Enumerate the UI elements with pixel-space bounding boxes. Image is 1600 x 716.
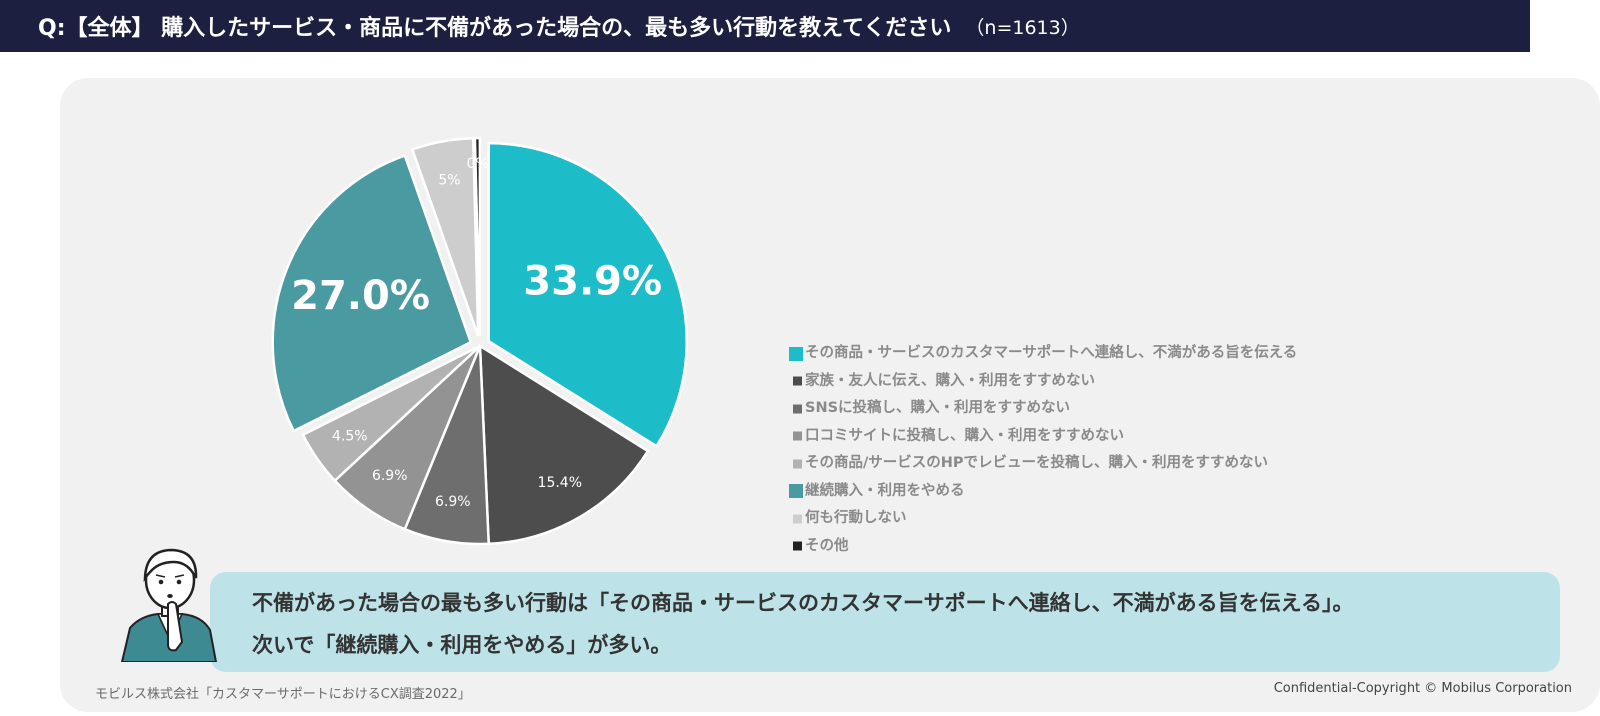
pie-slice-7 <box>410 136 480 337</box>
question-header: Q:【全体】 購入したサービス・商品に不備があった場合の、最も多い行動を教えてく… <box>0 0 1530 52</box>
source-note: モビルス株式会社「カスタマーサポートにおけるCX調査2022」 <box>95 687 471 702</box>
legend-swatch <box>789 346 803 361</box>
legend-item-7: 何も行動しない <box>793 505 1297 533</box>
pie-slice-label-1: 33.9% <box>523 259 662 305</box>
pie-slice-label-5: 4.5% <box>332 428 368 444</box>
legend-label: その商品/サービスのHPでレビューを投稿し、購入・利用をすすめない <box>805 455 1269 471</box>
legend-label: 口コミサイトに投稿し、購入・利用をすすめない <box>805 427 1124 444</box>
legend-item-4: 口コミサイトに投稿し、購入・利用をすすめない <box>793 423 1297 451</box>
legend-swatch <box>793 431 802 441</box>
pie-slice-label-6: 27.0% <box>291 273 430 319</box>
summary-line-1: 不備があった場合の最も多い行動は「その商品・サービスのカスタマーサポートへ連絡し… <box>252 591 1354 615</box>
chart-legend: その商品・サービスのカスタマーサポートへ連絡し、不満がある旨を伝える 家族・友人に… <box>789 340 1298 561</box>
summary-line-2: 次いで「継続購入・利用をやめる」が多い。 <box>252 633 672 657</box>
pie-slice-2 <box>478 343 650 546</box>
legend-item-1: その商品・サービスのカスタマーサポートへ連絡し、不満がある旨を伝える <box>789 340 1298 368</box>
copyright-note: Confidential-Copyright © Mobilus Corpora… <box>1273 681 1572 696</box>
pie-slice-label-2: 15.4% <box>538 475 582 491</box>
pie-slice-label-3: 6.9% <box>435 494 471 510</box>
legend-swatch <box>793 404 802 414</box>
pie-chart: 33.9% 15.4% 6.9% 6.9% 4.5% 27.0% 5% 0% <box>271 136 688 546</box>
legend-item-5: その商品/サービスのHPでレビューを投稿し、購入・利用をすすめない <box>793 450 1297 478</box>
sample-size: （n=1613） <box>965 16 1080 39</box>
summary-callout: 不備があった場合の最も多い行動は「その商品・サービスのカスタマーサポートへ連絡し… <box>210 572 1560 672</box>
legend-label: 家族・友人に伝え、購入・利用をすすめない <box>805 372 1095 389</box>
pie-slice-1 <box>487 141 688 448</box>
pie-slice-label-7: 5% <box>438 172 460 188</box>
legend-swatch <box>793 541 802 551</box>
pie-slice-5 <box>301 344 481 483</box>
legend-swatch <box>793 376 802 386</box>
legend-label: 継続購入・利用をやめる <box>805 482 965 499</box>
legend-label: その他 <box>805 537 849 554</box>
question-text: Q:【全体】 購入したサービス・商品に不備があった場合の、最も多い行動を教えてく… <box>38 16 952 41</box>
legend-swatch <box>789 484 803 499</box>
legend-item-8: その他 <box>793 533 1297 561</box>
pie-slice-8 <box>473 136 482 337</box>
legend-item-3: SNSに投稿し、購入・利用をすすめない <box>793 395 1297 423</box>
pie-slice-label-4: 6.9% <box>372 468 408 484</box>
legend-item-2: 家族・友人に伝え、購入・利用をすすめない <box>793 368 1297 396</box>
thinking-person-illustration <box>120 548 218 662</box>
legend-label: SNSに投稿し、購入・利用をすすめない <box>805 400 1071 416</box>
pie-slice-label-8: 0% <box>467 156 489 172</box>
legend-label: 何も行動しない <box>805 510 907 526</box>
legend-swatch <box>793 459 802 469</box>
pie-slice-6 <box>271 153 473 433</box>
legend-swatch <box>793 514 802 524</box>
legend-item-6: 継続購入・利用をやめる <box>789 478 1297 506</box>
legend-label: その商品・サービスのカスタマーサポートへ連絡し、不満がある旨を伝える <box>805 345 1298 361</box>
